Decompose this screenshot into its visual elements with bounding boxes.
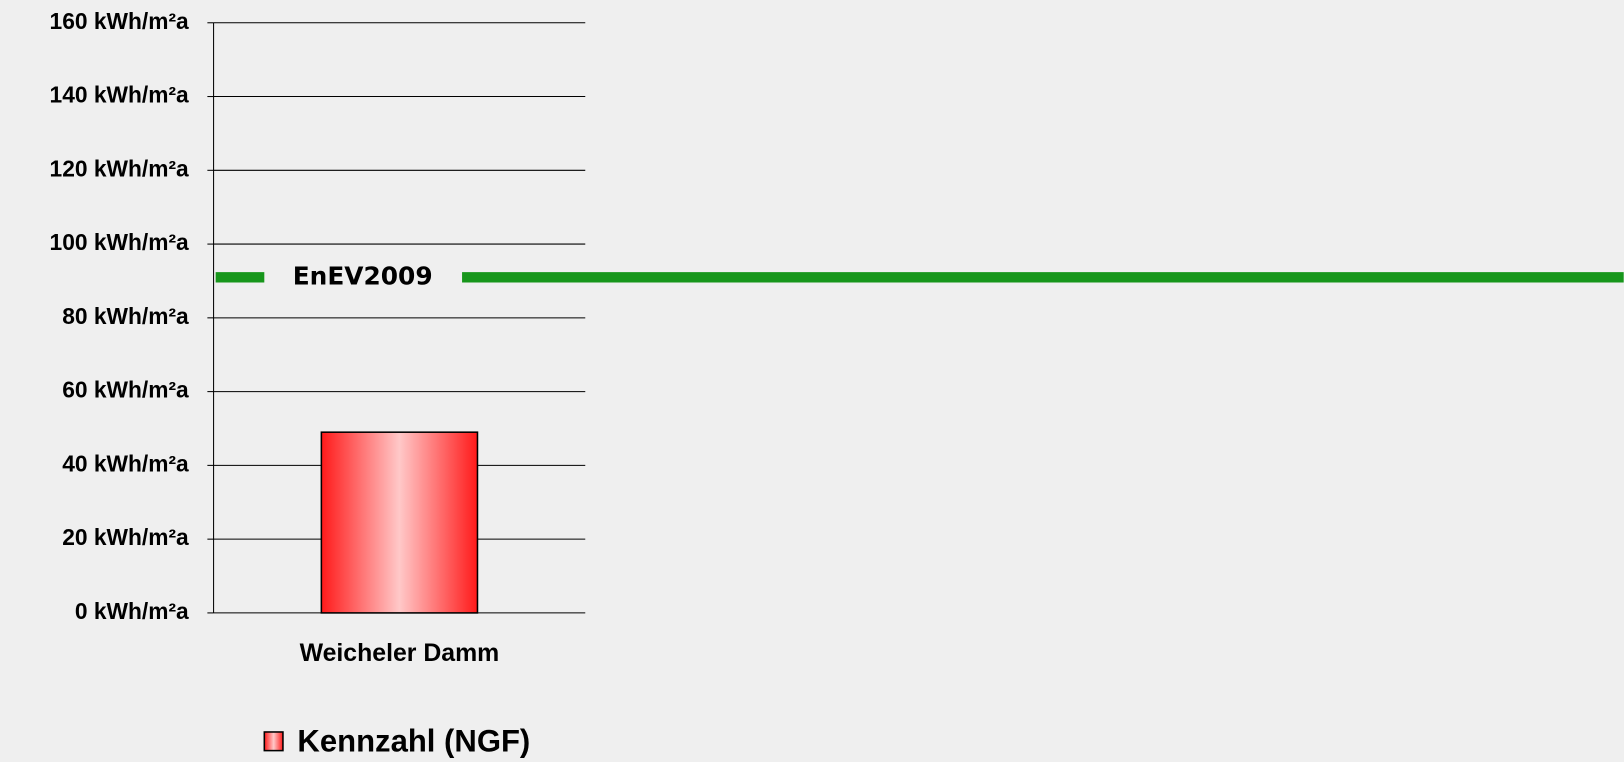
reference-label: EnEV2009 [293,261,433,290]
y-tick-label: 60 kWh/m²a [62,377,189,403]
y-tick-label: 0 kWh/m²a [75,598,189,624]
bar [320,431,479,614]
y-tick-label: 120 kWh/m²a [50,155,190,181]
x-tick-label: Weicheler Damm [300,640,500,667]
y-tick-label: 20 kWh/m²a [62,524,189,550]
y-tick-label: 160 kWh/m²a [50,8,190,34]
y-tick-label: 140 kWh/m²a [50,82,190,108]
y-tick-label: 80 kWh/m²a [62,303,189,329]
legend-label: Kennzahl (NGF) [297,724,530,759]
y-tick-label: 100 kWh/m²a [50,229,190,255]
y-tick-label: 40 kWh/m²a [62,450,189,476]
legend-swatch [263,731,284,752]
